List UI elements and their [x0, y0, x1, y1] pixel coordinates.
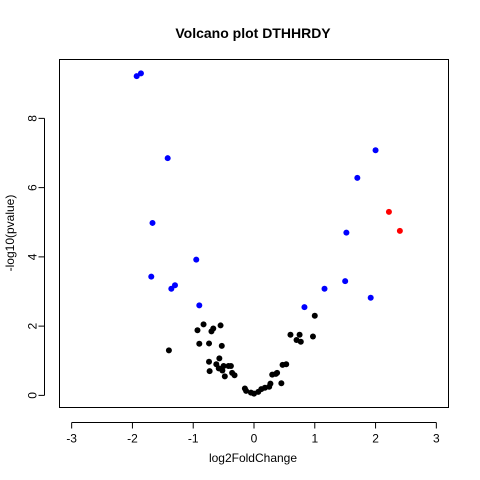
y-tick-label: 8 — [26, 115, 40, 122]
data-point — [321, 285, 328, 292]
data-point — [297, 338, 304, 345]
data-point — [218, 342, 225, 349]
data-point — [206, 358, 213, 365]
data-point — [220, 362, 227, 369]
data-point — [396, 227, 403, 234]
y-tick-label: 6 — [26, 184, 40, 191]
x-tick-label: -1 — [188, 432, 199, 446]
y-axis: 0 2 4 6 8 — [26, 115, 45, 399]
data-point — [200, 321, 207, 328]
data-point — [311, 312, 318, 319]
x-tick-label: -2 — [127, 432, 138, 446]
data-point — [343, 229, 350, 236]
data-point — [267, 380, 274, 387]
data-point — [231, 372, 238, 379]
y-axis-label: -log10(pvalue) — [3, 195, 17, 272]
x-tick-label: 2 — [372, 432, 379, 446]
data-point — [149, 219, 156, 226]
data-point — [278, 380, 285, 387]
data-point — [385, 208, 392, 215]
data-point — [210, 325, 217, 332]
data-points — [133, 70, 403, 397]
data-point — [354, 174, 361, 181]
data-point — [216, 355, 223, 362]
data-point — [193, 256, 200, 263]
data-point — [206, 340, 213, 347]
data-point — [367, 294, 374, 301]
data-point — [137, 70, 144, 77]
data-point — [283, 361, 290, 368]
data-point — [301, 304, 308, 311]
data-point — [372, 147, 379, 154]
data-point — [217, 322, 224, 329]
data-point — [296, 331, 303, 338]
data-point — [309, 333, 316, 340]
x-tick-label: 1 — [311, 432, 318, 446]
y-tick-label: 2 — [26, 322, 40, 329]
x-axis: -3 -2 -1 0 1 2 3 — [66, 422, 440, 446]
y-tick-label: 4 — [26, 253, 40, 260]
data-point — [227, 362, 234, 369]
data-point — [287, 331, 294, 338]
data-point — [243, 387, 250, 394]
x-tick-label: 3 — [433, 432, 440, 446]
data-point — [221, 373, 228, 380]
data-point — [196, 302, 203, 309]
x-tick-label: 0 — [251, 432, 258, 446]
x-axis-label: log2FoldChange — [209, 451, 297, 465]
data-point — [165, 347, 172, 354]
x-tick-label: -3 — [66, 432, 77, 446]
data-point — [133, 73, 140, 80]
chart-title: Volcano plot DTHHRDY — [175, 25, 331, 41]
data-point — [274, 369, 281, 376]
data-point — [148, 273, 155, 280]
data-point — [196, 340, 203, 347]
plot-area-frame — [59, 59, 449, 408]
data-point — [168, 285, 175, 292]
data-point — [194, 327, 201, 334]
data-point — [342, 278, 349, 285]
y-tick-label: 0 — [26, 392, 40, 399]
data-point — [164, 155, 171, 162]
data-point — [219, 367, 226, 374]
data-point — [206, 368, 213, 375]
